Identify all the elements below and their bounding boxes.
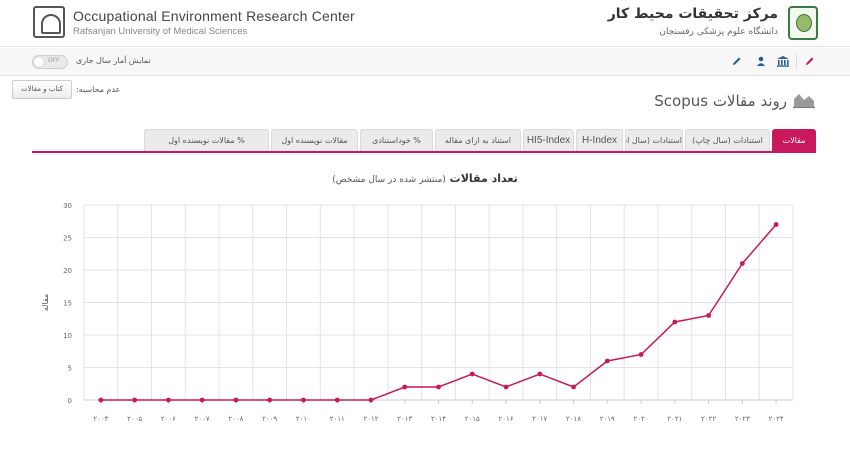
data-point [773, 222, 779, 227]
chart-subtitle: (منتشر شده در سال مشخص) [332, 175, 446, 185]
bank-icon[interactable] [776, 55, 790, 69]
x-tick-label: ۲۰۰۴ [93, 415, 108, 423]
x-tick-label: ۲۰۰۹ [262, 415, 277, 423]
user-icon[interactable] [754, 55, 768, 69]
y-tick-label: 15 [63, 300, 72, 308]
pencil-icon[interactable] [730, 55, 744, 69]
x-tick-label: ۲۰۲۰ [634, 415, 649, 423]
data-point [199, 397, 205, 403]
site-title-fa: مرکز تحقیقات محیط کار [607, 6, 778, 22]
current-year-toggle[interactable]: OFF [32, 55, 68, 69]
toolbar: OFF نمایش آمار سال جاری [0, 48, 850, 76]
tab-4[interactable]: H-Index [576, 129, 623, 151]
tab-6[interactable]: استناد به ازای مقاله [435, 129, 521, 151]
x-tick-label: ۲۰۱۲ [363, 415, 378, 423]
articles-line-chart: 0 5 10 15 20 25 30 ۲۰۰۴ ۲۰۰۵ ۲۰۰۶ ۲۰۰۷ ۲۰۰۸ ۲۰۰۹ ۲۰۱۰… [41, 202, 794, 423]
tab-2[interactable]: استنادات (سال چاپ) [685, 129, 770, 151]
x-tick-label: ۲۰۱۹ [600, 415, 615, 423]
data-point [739, 261, 745, 266]
y-tick-label: 5 [68, 365, 72, 373]
data-point [233, 397, 239, 403]
y-axis-label: مقاله [41, 294, 50, 312]
data-point [402, 384, 408, 390]
area-chart-icon [793, 94, 815, 108]
x-tick-label: ۲۰۲۱ [667, 415, 682, 423]
data-point [638, 352, 644, 357]
site-header: Occupational Environment Research Center… [0, 0, 850, 47]
data-point [368, 397, 374, 403]
x-tick-label: ۲۰۲۳ [735, 415, 750, 423]
data-point [98, 397, 104, 403]
data-point [132, 397, 138, 403]
tab-9[interactable]: % مقالات نویسنده اول [144, 129, 269, 151]
toolbar-divider [796, 54, 797, 70]
x-tick-label: ۲۰۰۵ [127, 415, 142, 423]
edit-pencil-icon[interactable] [803, 55, 817, 69]
data-point [301, 397, 306, 403]
y-tick-label: 30 [63, 202, 72, 210]
tab-3[interactable]: استنادات (سال استناد) [625, 129, 683, 151]
x-tick-label: ۲۰۱۶ [499, 415, 514, 423]
data-point [166, 397, 171, 403]
tab-1[interactable]: مقالات [772, 129, 816, 151]
x-tick-label: ۲۰۱۸ [566, 415, 581, 423]
page-title: روند مقالات Scopus [654, 92, 787, 110]
chart-title-main: تعداد مقالات [449, 172, 518, 185]
y-tick-label: 25 [63, 235, 72, 243]
data-point [571, 384, 576, 390]
calculation-exclusion-label: عدم محاسبه: [76, 85, 121, 94]
data-point [267, 397, 273, 403]
university-logo-icon[interactable] [33, 6, 65, 38]
x-tick-label: ۲۰۱۳ [397, 415, 412, 423]
data-point [537, 371, 543, 377]
tab-8[interactable]: مقالات نویسنده اول [271, 129, 358, 151]
data-point [469, 371, 475, 377]
y-tick-label: 20 [63, 267, 72, 275]
data-point [436, 384, 441, 390]
tab-7[interactable]: % خوداستنادی [360, 129, 433, 151]
x-tick-label: ۲۰۰۶ [161, 415, 176, 423]
x-tick-label: ۲۰۲۲ [701, 415, 716, 423]
x-tick-label: ۲۰۱۵ [465, 415, 480, 423]
data-point [334, 397, 340, 403]
x-tick-label: ۲۰۱۴ [431, 415, 446, 423]
series-line [100, 224, 777, 401]
data-point [706, 313, 711, 318]
toggle-knob [34, 57, 44, 67]
x-tick-label: ۲۰۰۸ [228, 415, 243, 423]
toggle-state-text: OFF [48, 57, 60, 64]
site-subtitle-fa: دانشگاه علوم پزشکی رفسنجان [659, 27, 778, 37]
tab-5[interactable]: HI5-Index [523, 129, 574, 151]
data-point [503, 384, 509, 390]
data-point [604, 358, 610, 364]
data-point [672, 319, 678, 325]
y-tick-label: 10 [63, 332, 72, 340]
current-year-toggle-label: نمایش آمار سال جاری [76, 56, 151, 65]
x-tick-label: ۲۰۰۷ [195, 415, 210, 423]
research-center-logo-icon[interactable] [788, 6, 818, 40]
site-title-en: Occupational Environment Research Center [73, 8, 355, 24]
x-tick-label: ۲۰۱۰ [296, 415, 311, 423]
calculation-exclusion-dropdown[interactable]: کتاب و مقالات [12, 80, 72, 99]
chart-title: تعداد مقالات (منتشر شده در سال مشخص) [0, 172, 850, 185]
y-tick-label: 0 [68, 397, 72, 405]
x-tick-label: ۲۰۱۱ [330, 415, 345, 423]
site-subtitle-en: Rafsanjan University of Medical Sciences [73, 26, 248, 37]
x-tick-label: ۲۰۱۷ [532, 415, 547, 423]
x-tick-label: ۲۰۲۴ [769, 415, 784, 423]
